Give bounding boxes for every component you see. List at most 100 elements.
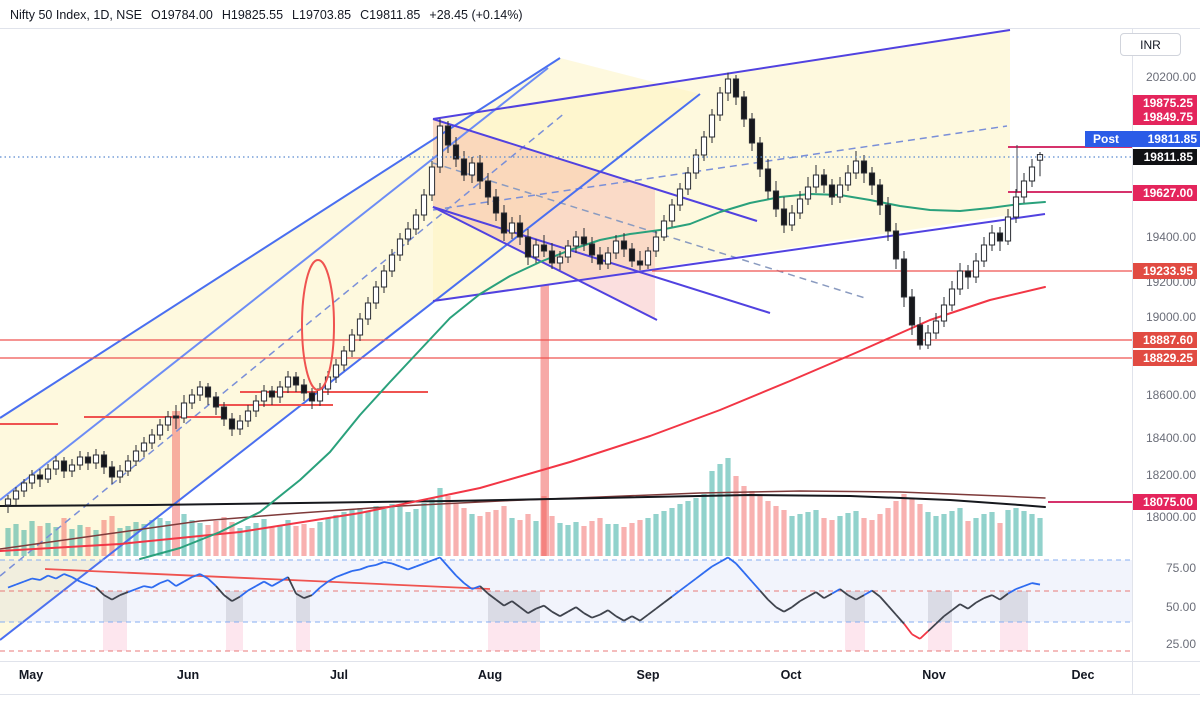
candle-body: [428, 166, 436, 196]
volume-bar: [172, 411, 180, 556]
price-axis-label: 75.00: [1165, 561, 1196, 575]
volume-bar: [701, 494, 707, 556]
candle-body: [948, 288, 956, 306]
price-change: +28.45 (+0.14%): [429, 8, 523, 22]
rsi-segment: [527, 607, 537, 614]
ellipse-annotation: [301, 259, 335, 391]
rsi-segment: [279, 576, 289, 583]
candle-body: [532, 244, 540, 258]
volume-bar: [965, 521, 971, 556]
rsi-segment: [687, 577, 697, 586]
candle-body: [1012, 196, 1020, 218]
volume-bar: [901, 494, 907, 556]
volume-bar: [109, 516, 115, 556]
volume-bar: [653, 514, 659, 556]
rsi-segment: [799, 595, 809, 602]
volume-bar: [317, 522, 323, 556]
candle-body: [228, 418, 236, 430]
volume-bar: [301, 524, 307, 556]
rsi-segment: [111, 594, 121, 601]
volume-bar: [773, 506, 779, 556]
ohlc-open: O19784.00: [151, 8, 213, 22]
candle-body: [372, 286, 380, 304]
candle-body: [988, 232, 996, 246]
volume-bar: [605, 524, 611, 556]
rsi-segment: [47, 574, 57, 580]
alert-level-badge: 19849.75: [1133, 109, 1197, 125]
candle-body: [212, 396, 220, 408]
candle-body: [620, 240, 628, 250]
candle-body: [668, 204, 676, 222]
rsi-segment: [927, 623, 937, 632]
channel-medians: [0, 111, 1008, 577]
volume-bar: [277, 525, 283, 556]
rsi-segment: [839, 588, 849, 596]
volume-bar: [477, 516, 483, 556]
rsi-segment: [399, 565, 409, 571]
volume-bar: [589, 521, 595, 556]
candle-body: [788, 212, 796, 226]
rsi-segment: [543, 604, 553, 613]
rsi-segment: [167, 579, 177, 587]
candle-body: [52, 460, 60, 470]
volume-bar: [341, 512, 347, 556]
currency-button[interactable]: INR: [1120, 33, 1181, 56]
rsi-segment: [303, 594, 313, 599]
volume-bar: [925, 512, 931, 556]
rsi-vband-pink: [845, 622, 865, 651]
rsi-segment: [879, 596, 889, 607]
volume-bar: [437, 488, 443, 556]
month-label-may: May: [18, 668, 44, 682]
candle-body: [284, 376, 292, 388]
candle-body: [596, 254, 604, 265]
volume-bar: [621, 527, 627, 556]
volume-bar: [733, 476, 739, 556]
candle-body: [244, 410, 252, 422]
rsi-segment: [391, 562, 401, 568]
volume-bar: [541, 496, 547, 556]
rsi-segment: [247, 585, 257, 592]
rsi-segment: [55, 573, 65, 580]
volume-bar: [37, 526, 43, 556]
rsi-segment: [919, 630, 929, 640]
volume-bar: [61, 518, 67, 556]
candle-body: [652, 236, 660, 252]
rsi-segment: [287, 576, 297, 594]
volume-bar: [309, 528, 315, 556]
rsi-segment: [807, 591, 817, 598]
candle-body: [268, 390, 276, 398]
candle-body: [308, 392, 316, 402]
rsi-segment: [151, 582, 161, 589]
ma-200: [0, 494, 1046, 508]
candle-body: [700, 136, 708, 156]
volume-bar: [525, 514, 531, 556]
volume-bar: [189, 520, 195, 556]
candle-body: [68, 464, 76, 472]
rsi-segment: [599, 609, 609, 616]
rsi-segment: [207, 577, 217, 587]
candle-body: [412, 214, 420, 230]
candle-body: [180, 402, 188, 419]
rsi-segment: [39, 574, 49, 581]
candle-body: [612, 240, 620, 254]
rsi-segment: [935, 615, 945, 625]
channel-median-dashed: [0, 111, 567, 577]
volume-bar: [349, 510, 355, 556]
candle-body: [364, 302, 372, 320]
candle-body: [868, 172, 876, 186]
volume-bar: [445, 496, 451, 556]
volume-bars: [5, 411, 1043, 556]
volume-bar: [661, 511, 667, 556]
volume-bar: [405, 512, 411, 556]
post-price-value: 19811.85: [1147, 132, 1197, 146]
candle-body: [468, 162, 476, 176]
volume-bar: [837, 516, 843, 556]
candle-body: [844, 172, 852, 186]
rsi-segment: [911, 633, 921, 640]
rsi-segment: [463, 582, 473, 590]
rsi-segment: [31, 577, 41, 581]
volume-bar: [493, 510, 499, 556]
candle-body: [676, 188, 684, 206]
rsi-segment: [871, 589, 881, 598]
